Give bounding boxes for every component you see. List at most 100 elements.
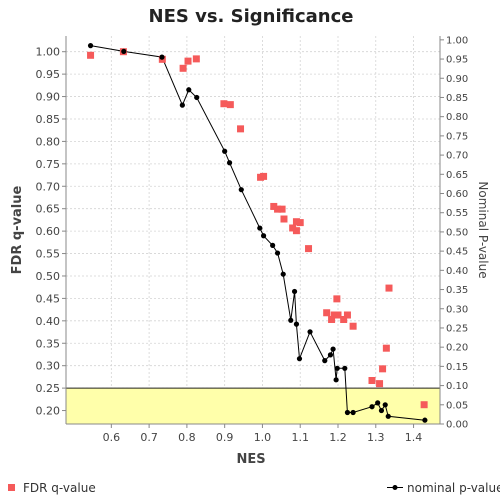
y-left-tick-label: 1.00 bbox=[36, 46, 61, 59]
nominal-p-value-point bbox=[179, 102, 185, 108]
y-right-tick-label: 1.00 bbox=[446, 35, 468, 46]
y-right-tick-label: 0.40 bbox=[446, 266, 468, 277]
y-right-tick-label: 0.15 bbox=[446, 362, 468, 373]
fdr-q-value-point bbox=[340, 315, 348, 323]
legend-nominal-marker bbox=[392, 485, 398, 490]
fdr-q-value-point bbox=[184, 57, 192, 65]
nominal-p-value-point bbox=[274, 250, 281, 256]
significance-region bbox=[66, 387, 440, 424]
fdr-q-value-point bbox=[328, 315, 336, 323]
fdr-q-value-point bbox=[280, 215, 288, 223]
nominal-p-value-point bbox=[333, 377, 339, 383]
fdr-q-value-point bbox=[296, 219, 304, 227]
nominal-p-value-point bbox=[385, 413, 391, 419]
y-left-tick-label: 0.65 bbox=[36, 203, 61, 216]
y-left-tick-label: 0.85 bbox=[36, 113, 61, 126]
plot-area bbox=[66, 36, 440, 424]
nominal-p-value-point bbox=[322, 358, 328, 364]
y-right-tick-label: 0.20 bbox=[446, 343, 468, 354]
x-tick-label: 0.7 bbox=[140, 431, 158, 444]
nominal-p-value-point bbox=[226, 160, 233, 166]
fdr-q-value-point bbox=[382, 344, 390, 352]
nominal-p-value-point bbox=[280, 271, 286, 277]
chart-title: NES vs. Significance bbox=[149, 6, 354, 27]
fdr-q-value-point bbox=[343, 311, 351, 319]
fdr-q-value-point bbox=[323, 309, 331, 317]
plot-background bbox=[66, 36, 440, 424]
nominal-p-value-point bbox=[121, 48, 127, 54]
nominal-p-value-point bbox=[291, 288, 298, 295]
nominal-p-value-point bbox=[293, 321, 300, 327]
nominal-p-value-point bbox=[288, 317, 294, 323]
nominal-p-value-point bbox=[186, 87, 192, 93]
nominal-p-value-point bbox=[375, 400, 381, 406]
significance-region-fill bbox=[66, 388, 440, 424]
y-right-tick-label: 0.75 bbox=[446, 131, 468, 142]
x-tick-label: 1.1 bbox=[291, 431, 309, 444]
y-left-tick-label: 0.30 bbox=[36, 360, 61, 373]
fdr-q-value-point bbox=[192, 55, 200, 63]
fdr-q-value-point bbox=[333, 295, 341, 303]
fdr-q-value-point bbox=[289, 224, 297, 232]
fdr-q-value-point bbox=[260, 172, 268, 180]
nominal-p-value-point bbox=[382, 402, 388, 408]
y-right-tick-label: 0.05 bbox=[446, 400, 468, 411]
nominal-p-value-point bbox=[327, 352, 334, 358]
fdr-q-value-point bbox=[334, 311, 342, 319]
fdr-q-value-point bbox=[305, 245, 313, 253]
legend-fdr-marker bbox=[8, 484, 15, 491]
y-right-tick-label: 0.30 bbox=[446, 304, 468, 315]
legend-fdr-label: FDR q-value bbox=[23, 481, 96, 495]
nominal-p-value-point bbox=[238, 187, 244, 193]
fdr-q-value-points bbox=[87, 48, 428, 409]
y-left-tick-label: 0.95 bbox=[36, 68, 61, 81]
nominal-p-value-point bbox=[330, 346, 336, 352]
nominal-p-value-point bbox=[87, 43, 94, 49]
nominal-p-value-point bbox=[342, 365, 348, 371]
y-left-tick-label: 0.75 bbox=[36, 158, 61, 171]
x-tick-label: 1.2 bbox=[329, 431, 347, 444]
y-axis-right-label: Nominal P-value bbox=[476, 181, 490, 278]
y-left-tick-label: 0.25 bbox=[36, 382, 61, 395]
x-tick-label: 1.0 bbox=[254, 431, 272, 444]
x-tick-labels: 0.6 0.7 0.8 0.9 1.0 1.1 1.2 1.3 1.4 bbox=[103, 424, 422, 444]
fdr-q-value-point bbox=[368, 376, 376, 384]
y-right-tick-label: 0.00 bbox=[446, 420, 468, 431]
y-right-tick-label: 0.35 bbox=[446, 285, 468, 296]
y-left-tick-labels: 0.20 0.25 0.30 0.35 0.40 0.45 0.50 0.55 0.60 0.65… bbox=[36, 46, 66, 418]
fdr-q-value-point bbox=[330, 311, 338, 319]
fdr-q-value-point bbox=[379, 365, 387, 373]
nominal-p-value-point bbox=[296, 356, 303, 362]
y-right-tick-label: 0.80 bbox=[446, 112, 468, 123]
y-right-tick-label: 0.25 bbox=[446, 323, 468, 334]
y-left-tick-label: 0.40 bbox=[36, 315, 61, 328]
x-tick-label: 0.8 bbox=[178, 431, 196, 444]
nominal-p-value-point bbox=[257, 225, 263, 231]
nominal-p-value-point bbox=[378, 407, 385, 414]
x-axis-label: NES bbox=[236, 452, 265, 467]
fdr-q-value-point bbox=[270, 202, 278, 210]
fdr-q-value-point bbox=[220, 100, 228, 108]
y-left-tick-label: 0.80 bbox=[36, 135, 61, 148]
fdr-q-value-point bbox=[179, 64, 187, 72]
y-right-tick-label: 0.55 bbox=[446, 208, 468, 219]
legend-nominal-label: nominal p-value bbox=[407, 481, 500, 495]
nominal-p-value-point bbox=[350, 409, 356, 416]
fdr-q-value-point bbox=[292, 227, 300, 235]
y-left-tick-label: 0.60 bbox=[36, 225, 61, 238]
nominal-p-value-point bbox=[260, 233, 267, 239]
y-right-tick-label: 0.45 bbox=[446, 247, 468, 258]
y-left-tick-label: 0.45 bbox=[36, 292, 61, 305]
axes bbox=[65, 36, 441, 425]
y-left-tick-label: 0.20 bbox=[36, 405, 61, 418]
y-left-tick-label: 0.70 bbox=[36, 180, 61, 193]
y-left-tick-label: 0.90 bbox=[36, 91, 61, 104]
y-right-tick-label: 0.95 bbox=[446, 55, 468, 66]
nominal-p-value-point bbox=[194, 94, 200, 101]
y-axis-left-label: FDR q-value bbox=[10, 185, 25, 274]
y-right-tick-label: 0.60 bbox=[446, 189, 468, 200]
fdr-q-value-point bbox=[385, 284, 393, 292]
fdr-q-value-point bbox=[226, 101, 234, 109]
y-right-tick-label: 0.70 bbox=[446, 151, 468, 162]
